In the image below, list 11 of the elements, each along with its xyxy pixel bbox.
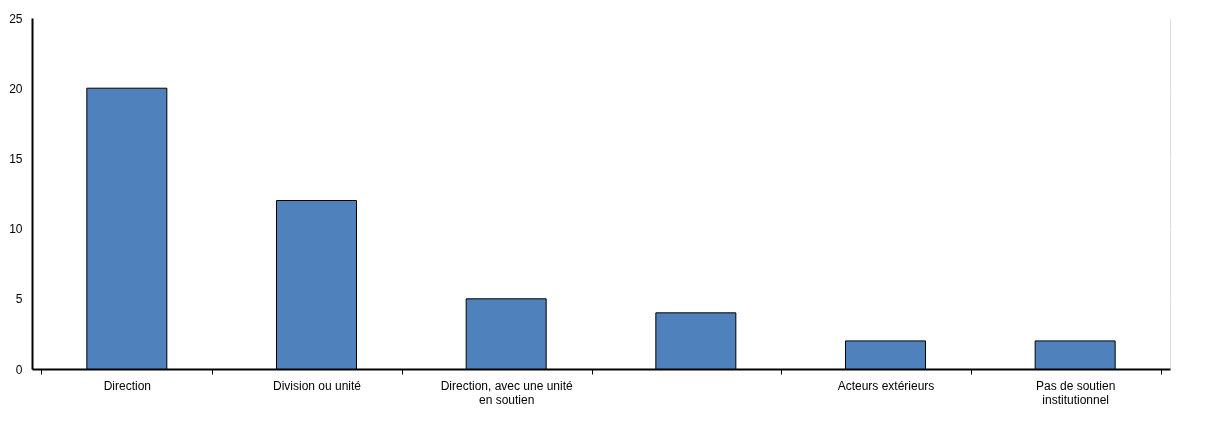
y-tick-label: 10 <box>9 222 23 237</box>
x-tick-label: Direction <box>103 378 152 393</box>
x-tick-label: Pas de soutien institutionnel <box>1035 378 1116 407</box>
y-tick-label: 0 <box>15 362 23 377</box>
y-tick-label: 20 <box>9 81 23 96</box>
y-tick-label: 15 <box>9 151 23 166</box>
x-tick-label: Division ou unité <box>272 378 362 393</box>
y-tick-label: 25 <box>9 11 23 26</box>
x-tick-label: Acteurs extérieurs <box>837 378 935 393</box>
y-tick-label: 5 <box>15 292 23 307</box>
x-tick-label: Direction, avec une unité en soutien <box>440 378 574 407</box>
